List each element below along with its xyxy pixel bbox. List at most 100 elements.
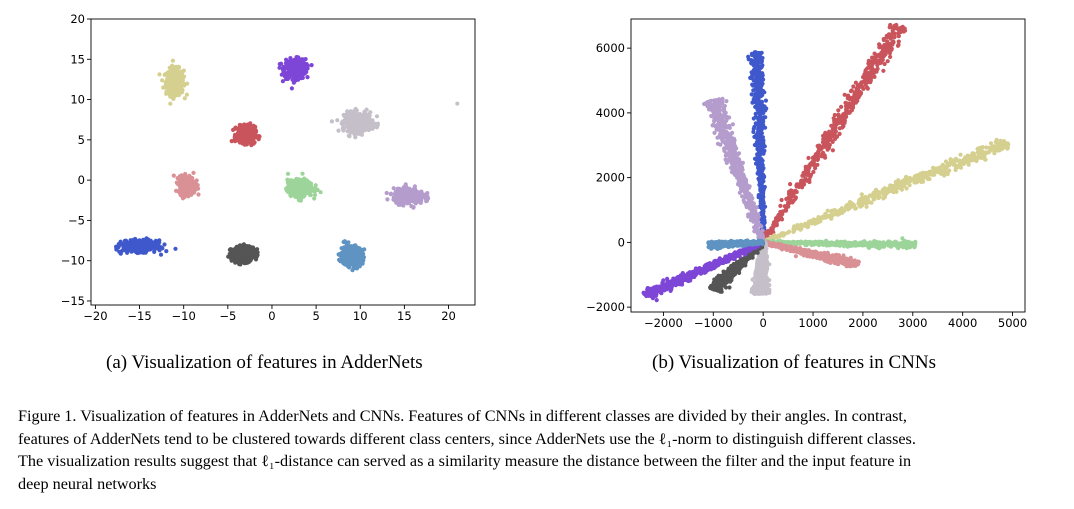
cluster-point	[247, 257, 252, 262]
cluster-point	[360, 255, 365, 260]
ray-point	[754, 60, 759, 65]
cluster-point	[364, 107, 369, 112]
cluster-point	[157, 72, 162, 77]
cluster-point	[167, 83, 172, 88]
cluster-point	[356, 262, 361, 267]
cluster-point	[173, 89, 178, 94]
ray-point	[750, 76, 755, 81]
cluster-point	[342, 125, 347, 131]
cluster-point	[359, 116, 364, 121]
cluster-point	[182, 96, 187, 101]
y-tick-label: 2000	[596, 171, 625, 185]
cluster-point	[295, 193, 300, 198]
cluster-point	[168, 89, 173, 94]
y-tick-label: 20	[70, 12, 85, 26]
cluster-point	[185, 81, 190, 86]
cluster-point	[169, 75, 174, 80]
cluster-point	[253, 257, 259, 262]
ray-point	[760, 173, 765, 178]
cluster-point	[359, 132, 364, 137]
cluster-point	[350, 251, 356, 256]
cluster-point	[409, 204, 414, 209]
ray-point	[763, 98, 768, 103]
x-tick-label: 5	[312, 309, 319, 323]
cluster-point	[352, 114, 357, 119]
cluster-point	[347, 262, 352, 267]
cluster-point	[291, 58, 296, 63]
y-tick-label: −10	[61, 254, 85, 268]
cluster-point	[250, 245, 256, 250]
cluster-point	[343, 262, 348, 267]
cluster-point	[289, 60, 294, 66]
cluster-point	[344, 244, 349, 249]
ray-point	[762, 215, 767, 220]
ray-point	[761, 110, 766, 116]
cluster-point	[401, 203, 406, 208]
cluster-point	[352, 122, 357, 127]
ray-point	[761, 119, 766, 124]
cluster-silver	[329, 106, 380, 140]
cluster-point	[246, 124, 251, 129]
ray-point	[751, 126, 756, 131]
ray-red	[761, 22, 908, 244]
cluster-steelblue	[336, 239, 367, 273]
cluster-point	[125, 244, 130, 249]
cluster-point	[372, 121, 378, 126]
cluster-point	[164, 91, 169, 96]
cluster-point	[229, 139, 234, 144]
axes-frame	[630, 18, 1026, 313]
cluster-point	[247, 139, 252, 144]
cluster-point	[314, 187, 319, 192]
cluster-point	[190, 189, 195, 194]
panel-b: −2000 −1000 0 1000 2000 3000 4000 5000 −2000 0 200…	[560, 0, 1060, 340]
cluster-point	[279, 61, 284, 66]
cluster-point	[410, 193, 416, 198]
cluster-point	[348, 109, 353, 114]
cluster-point	[171, 96, 176, 101]
x-tick-label: −2000	[644, 316, 683, 330]
x-tick-label: −10	[172, 309, 196, 323]
ray-point	[756, 77, 761, 82]
cluster-point	[393, 189, 398, 194]
cluster-point	[354, 126, 359, 132]
cluster-point	[339, 121, 344, 126]
y-tick-label: −15	[61, 294, 85, 308]
cluster-point	[312, 196, 317, 201]
cluster-point	[173, 72, 178, 77]
cluster-point	[292, 74, 297, 79]
cluster-point	[349, 120, 354, 125]
x-tick-label: −20	[83, 309, 107, 323]
cluster-point	[186, 192, 191, 197]
cluster-point	[302, 184, 307, 189]
cluster-point	[394, 193, 400, 198]
cluster-point	[121, 245, 126, 250]
y-tick-label: 0	[78, 173, 85, 187]
cluster-point	[394, 200, 399, 205]
ray-point	[757, 120, 763, 125]
cluster-point	[166, 77, 171, 82]
cluster-point	[237, 129, 242, 135]
cluster-point	[156, 242, 161, 247]
cluster-point	[423, 192, 428, 197]
x-tick-label: −5	[219, 309, 236, 323]
cluster-point	[241, 134, 246, 139]
cluster-point	[152, 247, 157, 252]
ray-point	[752, 95, 757, 100]
cluster-point	[280, 79, 285, 84]
ray-point	[763, 125, 768, 130]
ray-point	[746, 54, 751, 59]
cluster-purple	[277, 55, 314, 91]
ray-point	[761, 205, 766, 210]
cluster-point	[338, 251, 344, 256]
x-tick-label: 3000	[898, 316, 927, 330]
cluster-point	[361, 123, 366, 128]
cluster-point	[236, 135, 241, 140]
cluster-point	[289, 71, 294, 76]
cluster-point	[418, 199, 423, 204]
ray-point	[758, 177, 763, 182]
cluster-point	[141, 237, 146, 242]
x-tick-label: 4000	[948, 316, 977, 330]
cluster-point	[254, 250, 259, 255]
cluster-point	[356, 113, 361, 118]
ray-point	[760, 115, 765, 120]
